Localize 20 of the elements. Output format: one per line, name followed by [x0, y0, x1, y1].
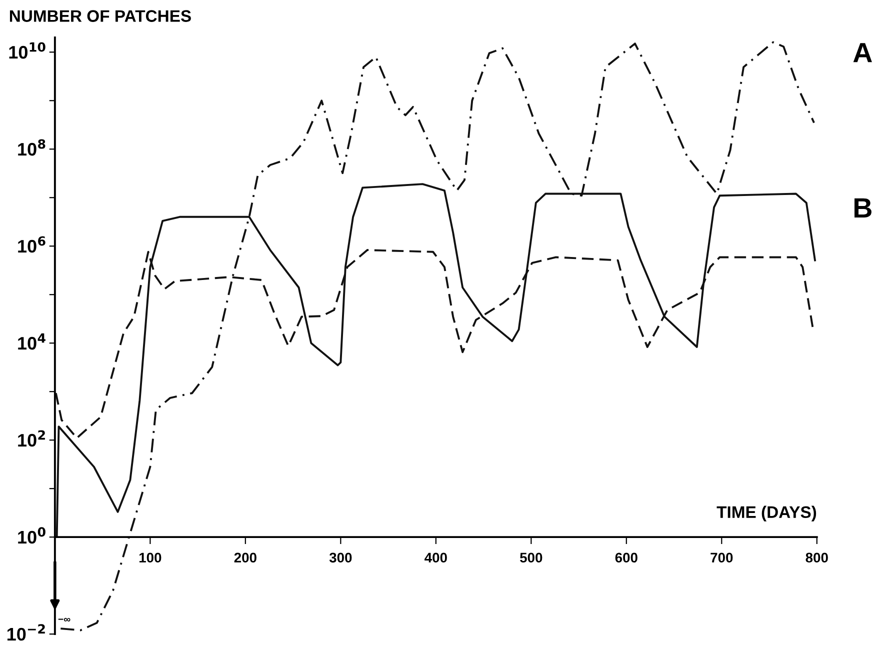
x-tick-label: 300: [329, 552, 352, 563]
x-tick-label: 600: [615, 552, 638, 563]
x-tick-label: 200: [234, 552, 256, 563]
y-tick-label: 10$^{8}$: [18, 139, 46, 156]
x-tick-label: 700: [710, 552, 733, 563]
text: B: [854, 198, 872, 218]
x-tick-label: 800: [806, 552, 828, 563]
y-axis-title: NUMBER OF PATCHES: [10, 10, 191, 22]
y-tick-label: 10$^{4}$: [18, 333, 46, 350]
x-tick-label: 500: [520, 552, 542, 563]
y-tick-label: 10$^{2}$: [18, 430, 45, 447]
y-tick-label: 10$^{−2}$: [7, 624, 45, 641]
y-tick-label: 10$^{10}$: [9, 42, 46, 59]
x-tick-label: 400: [424, 552, 447, 563]
text: A: [853, 43, 872, 62]
annotation: −∞: [58, 618, 70, 622]
y-tick-label: 10$^{6}$: [18, 236, 46, 253]
x-tick-label: 100: [139, 552, 162, 563]
y-tick-label: 10$^{0}$: [18, 527, 46, 544]
x-axis-title: TIME (DAYS): [716, 506, 816, 522]
